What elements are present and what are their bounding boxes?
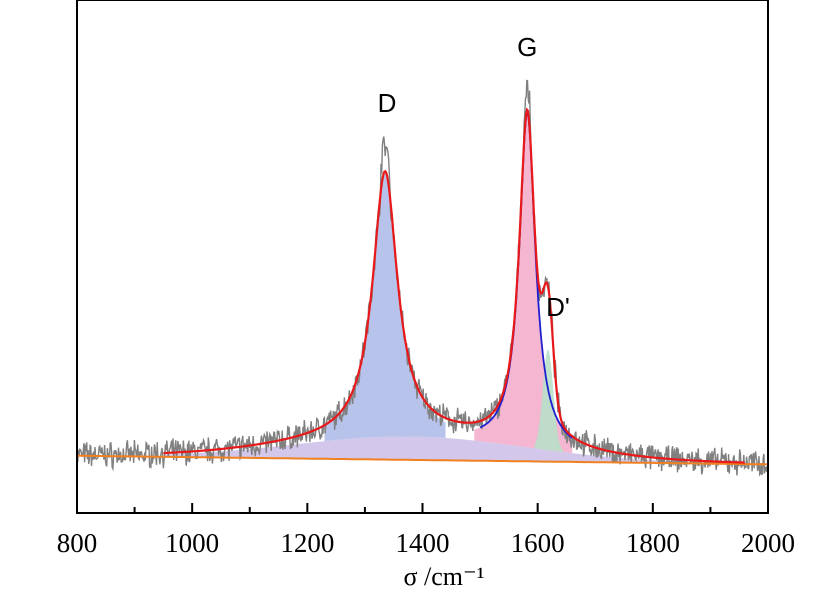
peak-label-d: D	[378, 88, 397, 118]
peak-label-dprime: D'	[546, 292, 570, 322]
x-axis-tick-labels: 800 1000 1200 1400 1600 1800 2000	[57, 528, 795, 558]
d-band-fill	[324, 173, 446, 442]
peak-label-g: G	[517, 32, 537, 62]
x-tick-label-1000: 1000	[165, 528, 219, 558]
broad-component-fill	[163, 436, 745, 465]
g-band-fill	[474, 112, 573, 454]
x-tick-label-1400: 1400	[396, 528, 450, 558]
fit-envelope-series	[163, 107, 745, 464]
x-tick-label-1200: 1200	[280, 528, 334, 558]
x-tick-label-2000: 2000	[741, 528, 795, 558]
x-tick-label-1600: 1600	[511, 528, 565, 558]
baseline-series	[76, 454, 769, 466]
x-tick-label-800: 800	[57, 528, 98, 558]
x-axis-ticks	[76, 503, 769, 513]
dprime-band-fill	[534, 349, 564, 453]
x-axis-label: σ /cm⁻¹	[403, 562, 484, 591]
component-fills	[163, 112, 745, 465]
spectrum-lines	[76, 79, 769, 477]
x-tick-label-1800: 1800	[626, 528, 680, 558]
